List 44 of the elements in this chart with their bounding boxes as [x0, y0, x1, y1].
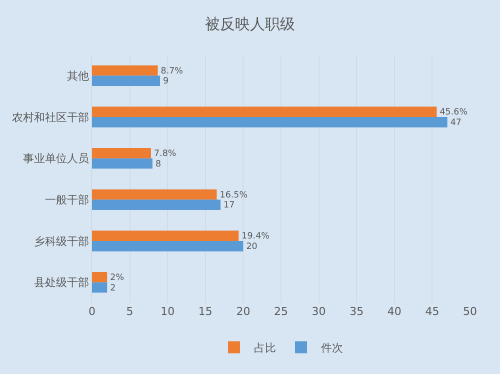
bar	[92, 106, 437, 117]
data-label: 8.7%	[160, 66, 183, 76]
y-tick-label: 一般干部	[44, 194, 89, 207]
chart-title: 被反映人职级	[205, 15, 295, 34]
data-label: 17	[224, 200, 235, 211]
bar	[92, 76, 160, 86]
bar	[92, 230, 239, 241]
data-label: 2%	[110, 272, 124, 283]
x-tick-label: 35	[350, 305, 364, 318]
y-tick-label: 事业单位人员	[22, 152, 89, 166]
bar	[92, 241, 244, 252]
legend-label: 占比	[254, 342, 276, 355]
bar	[92, 282, 108, 293]
x-tick-label: 25	[274, 305, 288, 318]
bar	[92, 272, 108, 282]
x-tick-label: 10	[160, 305, 175, 318]
bar	[92, 65, 158, 76]
y-tick-label: 其他	[66, 70, 89, 83]
x-tick-label: 40	[387, 305, 402, 318]
data-label: 20	[246, 242, 258, 252]
data-label: 47	[450, 118, 462, 128]
y-tick-label: 农村和社区干部	[12, 110, 89, 124]
data-label: 9	[163, 76, 169, 87]
x-tick-label: 45	[425, 305, 440, 318]
bar	[92, 148, 151, 158]
x-tick-label: 5	[126, 305, 134, 318]
bar	[92, 117, 448, 128]
data-label: 8	[155, 159, 162, 170]
x-tick-label: 0	[88, 305, 96, 318]
x-tick-label: 15	[198, 305, 212, 318]
data-label: 45.6%	[440, 108, 468, 118]
x-tick-label: 50	[463, 305, 477, 318]
data-label: 19.4%	[242, 232, 270, 242]
data-label: 16.5%	[220, 190, 248, 200]
bar	[92, 189, 217, 200]
bar	[92, 158, 152, 169]
y-tick-label: 县处级干部	[34, 276, 89, 290]
x-tick-label: 30	[312, 305, 326, 318]
data-label: 2	[110, 283, 116, 294]
x-tick-label: 20	[236, 305, 250, 318]
bar	[92, 200, 221, 210]
legend-label: 件次	[321, 342, 343, 355]
data-label: 7.8%	[154, 148, 176, 159]
y-tick-label: 乡科级干部	[34, 234, 89, 248]
